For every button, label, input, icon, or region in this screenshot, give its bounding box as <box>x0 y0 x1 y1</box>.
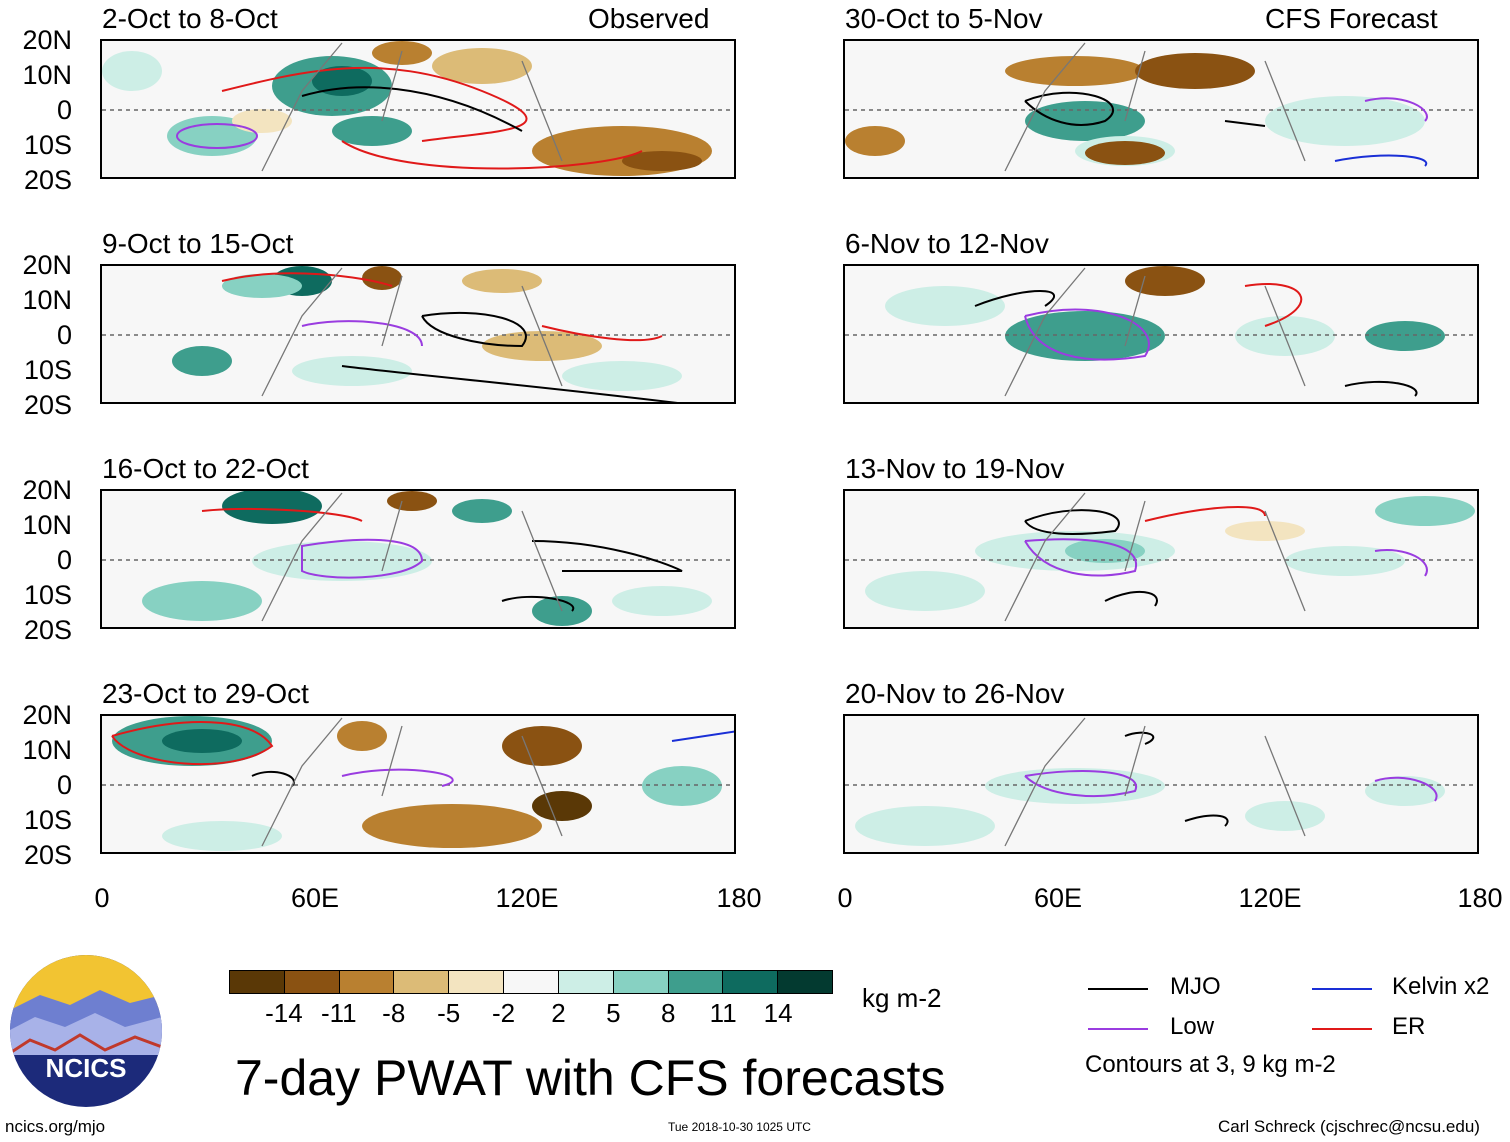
legend-note: Contours at 3, 9 kg m-2 <box>1085 1051 1336 1078</box>
map-panel-obs-3 <box>100 489 736 629</box>
lat-label: 10S <box>23 130 72 160</box>
logo-text: NCICS <box>46 1053 127 1083</box>
lat-label: 20N <box>22 475 72 505</box>
lat-label: 10N <box>22 60 72 90</box>
lat-label: 0 <box>56 320 72 350</box>
panel-title-2: 9-Oct to 15-Oct <box>102 228 294 259</box>
kelvin-legend-line <box>1312 988 1372 990</box>
colorbar-tick-label: -14 <box>265 998 303 1028</box>
panel-title-6: 6-Nov to 12-Nov <box>845 228 1049 259</box>
colorbar-swatch <box>668 971 724 993</box>
er-legend-line <box>1312 1028 1372 1030</box>
colorbar <box>229 970 833 994</box>
colorbar-swatch <box>339 971 395 993</box>
map-panel-fcst-4 <box>843 714 1479 854</box>
footer-author: Carl Schreck (cjschrec@ncsu.edu) <box>1218 1117 1480 1136</box>
pwat-field <box>845 716 1477 852</box>
legend-label-er: ER <box>1392 1013 1426 1040</box>
lon-label: 0 <box>837 883 853 913</box>
panel-title-8: 20-Nov to 26-Nov <box>845 678 1065 709</box>
pwat-field <box>102 491 734 627</box>
panel-title-4: 23-Oct to 29-Oct <box>102 678 309 709</box>
lon-label: 180 <box>1457 883 1503 913</box>
lon-label: 0 <box>94 883 110 913</box>
map-panel-obs-2 <box>100 264 736 404</box>
map-panel-obs-4 <box>100 714 736 854</box>
pwat-field <box>102 716 734 852</box>
map-panel-fcst-3 <box>843 489 1479 629</box>
colorbar-swatch <box>723 971 779 993</box>
colorbar-tick-label: -11 <box>320 998 357 1028</box>
lat-label: 20N <box>22 25 72 55</box>
legend-label-kelvin: Kelvin x2 <box>1392 973 1490 1000</box>
lat-label: 20S <box>23 390 72 420</box>
lat-label: 10N <box>22 510 72 540</box>
lat-label: 10S <box>23 805 72 835</box>
footer-url[interactable]: ncics.org/mjo <box>5 1117 106 1136</box>
colorbar-tick-label: 11 <box>709 998 737 1028</box>
lat-label: 20S <box>23 840 72 870</box>
colorbar-tick-label: -8 <box>382 998 406 1028</box>
lon-label: 60E <box>1033 883 1083 913</box>
lat-label: 0 <box>56 545 72 575</box>
panel-source-label-forecast: CFS Forecast <box>1265 3 1438 34</box>
footer-timestamp: Tue 2018-10-30 1025 UTC <box>668 1120 811 1134</box>
lat-label: 20S <box>23 165 72 195</box>
pwat-field <box>845 41 1477 177</box>
colorbar-swatch <box>558 971 614 993</box>
lon-label: 120E <box>495 883 559 913</box>
lat-label: 0 <box>56 770 72 800</box>
colorbar-tick-label: 14 <box>763 998 793 1028</box>
low-legend-line <box>1088 1028 1148 1030</box>
colorbar-tick-label: 2 <box>551 998 566 1028</box>
legend-label-mjo: MJO <box>1170 973 1221 1000</box>
lon-label: 180 <box>716 883 762 913</box>
lon-label: 120E <box>1238 883 1302 913</box>
colorbar-swatch <box>449 971 505 993</box>
main-title: 7-day PWAT with CFS forecasts <box>235 1050 946 1106</box>
lat-label: 10S <box>23 355 72 385</box>
colorbar-tick-label: -2 <box>491 998 516 1028</box>
colorbar-swatch <box>394 971 450 993</box>
panel-title-3: 16-Oct to 22-Oct <box>102 453 309 484</box>
panel-title-1: 2-Oct to 8-Oct <box>102 3 278 34</box>
map-panel-fcst-1 <box>843 39 1479 179</box>
pwat-field <box>102 41 734 177</box>
lat-label: 10N <box>22 735 72 765</box>
colorbar-tick-label: -5 <box>437 998 461 1028</box>
pwat-field <box>845 266 1477 402</box>
colorbar-swatch <box>778 971 832 993</box>
map-panel-obs-1 <box>100 39 736 179</box>
panel-title-5: 30-Oct to 5-Nov <box>845 3 1043 34</box>
lon-label: 60E <box>290 883 340 913</box>
ncics-logo: NCICS <box>10 955 162 1107</box>
colorbar-tick-label: 5 <box>606 998 621 1028</box>
lat-label: 10N <box>22 285 72 315</box>
lat-label: 20N <box>22 700 72 730</box>
colorbar-swatch <box>613 971 669 993</box>
colorbar-unit: kg m-2 <box>862 983 942 1013</box>
panel-title-7: 13-Nov to 19-Nov <box>845 453 1065 484</box>
panel-source-label-observed: Observed <box>588 3 710 34</box>
legend-label-low: Low <box>1170 1013 1215 1040</box>
colorbar-swatch <box>230 971 285 993</box>
lat-label: 10S <box>23 580 72 610</box>
lat-label: 0 <box>56 95 72 125</box>
colorbar-swatch <box>284 971 340 993</box>
pwat-field <box>845 491 1477 627</box>
map-panel-fcst-2 <box>843 264 1479 404</box>
lat-label: 20N <box>22 250 72 280</box>
pwat-field <box>102 266 734 402</box>
colorbar-tick-label: 8 <box>661 998 676 1028</box>
lat-label: 20S <box>23 615 72 645</box>
mjo-legend-line <box>1088 988 1148 990</box>
colorbar-swatch <box>504 971 559 993</box>
